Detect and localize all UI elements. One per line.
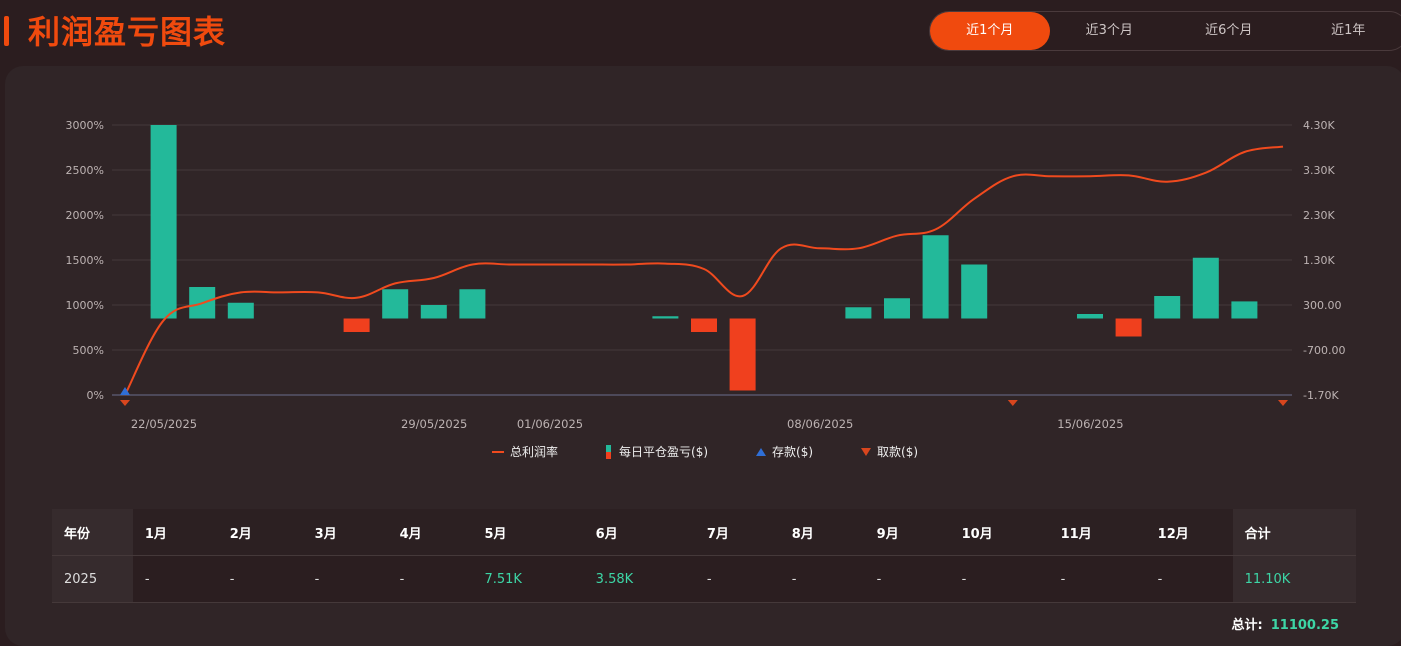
grand-total-label: 总计:: [1232, 618, 1263, 633]
grand-total: 总计: 11100.25: [1232, 614, 1339, 633]
col-header-total: 合计: [1233, 509, 1356, 556]
cell-year: 2025: [52, 556, 133, 603]
col-header-month: 5月: [472, 509, 583, 556]
pnl-bar: [691, 319, 717, 333]
pnl-bar: [730, 319, 756, 391]
pnl-bar: [923, 235, 949, 318]
legend-label: 存款($): [772, 443, 813, 460]
cell-month-value: -: [865, 556, 950, 603]
left-axis-tick-label: 0%: [87, 389, 104, 402]
right-axis-tick-label: 3.30K: [1303, 164, 1335, 177]
pnl-bar: [459, 289, 485, 318]
col-header-month: 1月: [133, 509, 218, 556]
pnl-bar: [845, 307, 871, 318]
x-axis-tick-label: 01/06/2025: [517, 417, 583, 431]
withdraw-marker: [1008, 400, 1018, 406]
cell-month-value: -: [780, 556, 865, 603]
grand-total-value: 11100.25: [1271, 618, 1339, 633]
legend-withdraw[interactable]: 取款($): [861, 443, 918, 460]
cell-total: 11.10K: [1233, 556, 1356, 603]
withdraw-marker: [120, 400, 130, 406]
pnl-bar: [652, 316, 678, 318]
pnl-bar: [884, 298, 910, 318]
pnl-bar: [961, 265, 987, 319]
chart-legend: 总利润率 每日平仓盈亏($) 存款($) 取款($): [492, 443, 918, 460]
cell-month-value: -: [1146, 556, 1233, 603]
x-axis-tick-label: 22/05/2025: [131, 417, 197, 431]
cell-month-value: -: [303, 556, 388, 603]
col-header-month: 9月: [865, 509, 950, 556]
col-header-month: 2月: [218, 509, 303, 556]
pnl-bar: [228, 303, 254, 319]
pnl-bar: [1193, 258, 1219, 319]
pnl-bar: [421, 305, 447, 319]
col-header-month: 3月: [303, 509, 388, 556]
pnl-bar: [151, 125, 177, 319]
right-axis-tick-label: 2.30K: [1303, 209, 1335, 222]
right-axis-tick-label: 300.00: [1303, 299, 1342, 312]
pnl-bar: [1116, 319, 1142, 337]
right-axis-tick-label: -1.70K: [1303, 389, 1339, 402]
legend-deposit[interactable]: 存款($): [756, 443, 813, 460]
cell-month-value: 3.58K: [584, 556, 695, 603]
col-header-month: 7月: [695, 509, 780, 556]
col-header-month: 6月: [584, 509, 695, 556]
left-axis-tick-label: 3000%: [66, 119, 104, 132]
right-axis-tick-label: -700.00: [1303, 344, 1345, 357]
pnl-bar: [1231, 301, 1257, 318]
legend-label: 每日平仓盈亏($): [619, 443, 708, 460]
cell-month-value: -: [218, 556, 303, 603]
x-axis-tick-label: 08/06/2025: [787, 417, 853, 431]
total-rate-line: [125, 147, 1283, 395]
right-axis-tick-label: 4.30K: [1303, 119, 1335, 132]
profit-chart: 3000% 4.30K 2500% 3.30K 2000% 2.30K 1500% 1.30K…: [0, 0, 1401, 440]
pnl-bar: [344, 319, 370, 333]
legend-total-rate[interactable]: 总利润率: [492, 443, 558, 460]
left-axis-tick-label: 2000%: [66, 209, 104, 222]
withdraw-marker: [1278, 400, 1288, 406]
right-axis-tick-label: 1.30K: [1303, 254, 1335, 267]
col-header-year: 年份: [52, 509, 133, 556]
table-header-row: 年份 1月 2月 3月 4月 5月 6月 7月 8月 9月 10月 11月 12…: [52, 509, 1356, 556]
pnl-bar: [382, 289, 408, 318]
x-axis-tick-label: 15/06/2025: [1057, 417, 1123, 431]
cell-month-value: -: [388, 556, 473, 603]
triangle-down-icon: [861, 448, 871, 456]
x-axis-tick-label: 29/05/2025: [401, 417, 467, 431]
cell-month-value: -: [133, 556, 218, 603]
col-header-month: 11月: [1049, 509, 1146, 556]
line-swatch-icon: [492, 451, 504, 453]
left-axis-tick-label: 2500%: [66, 164, 104, 177]
cell-month-value: -: [950, 556, 1049, 603]
col-header-month: 4月: [388, 509, 473, 556]
cell-month-value: -: [1049, 556, 1146, 603]
legend-label: 总利润率: [510, 443, 558, 460]
col-header-month: 8月: [780, 509, 865, 556]
legend-daily-pnl[interactable]: 每日平仓盈亏($): [606, 443, 708, 460]
col-header-month: 12月: [1146, 509, 1233, 556]
pnl-bar: [1077, 314, 1103, 319]
col-header-month: 10月: [950, 509, 1049, 556]
cell-month-value: 7.51K: [472, 556, 583, 603]
legend-label: 取款($): [877, 443, 918, 460]
triangle-up-icon: [756, 448, 766, 456]
table-row: 2025 - - - - 7.51K 3.58K - - - - - - 11.…: [52, 556, 1356, 603]
bar-swatch-icon: [606, 445, 611, 459]
left-axis-tick-label: 1500%: [66, 254, 104, 267]
pnl-bar: [1154, 296, 1180, 319]
monthly-summary-table: 年份 1月 2月 3月 4月 5月 6月 7月 8月 9月 10月 11月 12…: [52, 509, 1356, 603]
left-axis-tick-label: 500%: [73, 344, 104, 357]
left-axis-tick-label: 1000%: [66, 299, 104, 312]
cell-month-value: -: [695, 556, 780, 603]
